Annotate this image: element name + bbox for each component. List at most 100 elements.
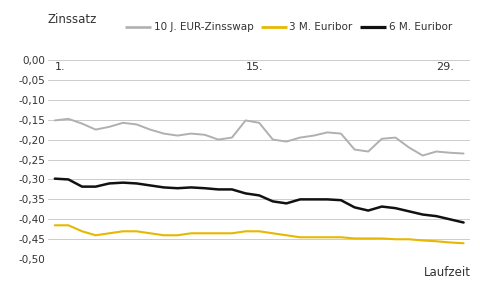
6 M. Euribor <box>420 213 426 216</box>
6 M. Euribor <box>147 184 153 187</box>
3 M. Euribor <box>297 236 303 239</box>
3 M. Euribor <box>352 237 358 240</box>
3 M. Euribor <box>243 230 249 233</box>
Text: 1.: 1. <box>55 62 65 72</box>
3 M. Euribor <box>270 232 276 235</box>
6 M. Euribor <box>447 218 453 221</box>
Text: 3 M. Euribor: 3 M. Euribor <box>289 22 353 32</box>
10 J. EUR-Zinsswap <box>338 132 344 135</box>
3 M. Euribor <box>52 223 58 227</box>
10 J. EUR-Zinsswap <box>311 134 317 137</box>
6 M. Euribor <box>175 187 180 190</box>
6 M. Euribor <box>406 210 412 213</box>
3 M. Euribor <box>120 230 126 233</box>
3 M. Euribor <box>406 238 412 241</box>
10 J. EUR-Zinsswap <box>393 136 398 139</box>
6 M. Euribor <box>338 198 344 202</box>
3 M. Euribor <box>447 241 453 244</box>
10 J. EUR-Zinsswap <box>256 121 262 124</box>
6 M. Euribor <box>461 221 467 224</box>
6 M. Euribor <box>107 182 112 185</box>
10 J. EUR-Zinsswap <box>420 154 426 157</box>
3 M. Euribor <box>311 236 317 239</box>
6 M. Euribor <box>256 194 262 197</box>
10 J. EUR-Zinsswap <box>120 121 126 124</box>
6 M. Euribor <box>79 185 85 188</box>
10 J. EUR-Zinsswap <box>433 150 439 153</box>
6 M. Euribor <box>188 186 194 189</box>
3 M. Euribor <box>107 232 112 235</box>
3 M. Euribor <box>66 223 72 227</box>
6 M. Euribor <box>433 214 439 218</box>
3 M. Euribor <box>420 239 426 242</box>
6 M. Euribor <box>66 178 72 181</box>
3 M. Euribor <box>134 230 140 233</box>
10 J. EUR-Zinsswap <box>134 123 140 126</box>
6 M. Euribor <box>161 186 167 189</box>
6 M. Euribor <box>93 185 98 188</box>
6 M. Euribor <box>216 188 221 191</box>
10 J. EUR-Zinsswap <box>243 119 249 122</box>
3 M. Euribor <box>338 236 344 239</box>
6 M. Euribor <box>229 188 235 191</box>
10 J. EUR-Zinsswap <box>406 146 412 149</box>
6 M. Euribor <box>120 181 126 184</box>
6 M. Euribor <box>311 198 317 201</box>
10 J. EUR-Zinsswap <box>216 138 221 141</box>
10 J. EUR-Zinsswap <box>229 136 235 139</box>
3 M. Euribor <box>379 237 384 240</box>
3 M. Euribor <box>147 232 153 235</box>
6 M. Euribor <box>324 198 330 201</box>
10 J. EUR-Zinsswap <box>461 152 467 155</box>
10 J. EUR-Zinsswap <box>66 117 72 121</box>
Text: 29.: 29. <box>436 62 454 72</box>
10 J. EUR-Zinsswap <box>447 151 453 154</box>
6 M. Euribor <box>202 187 207 190</box>
3 M. Euribor <box>188 232 194 235</box>
3 M. Euribor <box>216 232 221 235</box>
3 M. Euribor <box>175 234 180 237</box>
Text: Zinssatz: Zinssatz <box>48 13 97 26</box>
Text: 10 J. EUR-Zinsswap: 10 J. EUR-Zinsswap <box>154 22 253 32</box>
3 M. Euribor <box>93 234 98 237</box>
6 M. Euribor <box>52 177 58 180</box>
10 J. EUR-Zinsswap <box>79 122 85 125</box>
10 J. EUR-Zinsswap <box>188 132 194 135</box>
3 M. Euribor <box>256 230 262 233</box>
10 J. EUR-Zinsswap <box>52 119 58 122</box>
6 M. Euribor <box>297 198 303 201</box>
3 M. Euribor <box>284 234 289 237</box>
6 M. Euribor <box>393 206 398 210</box>
10 J. EUR-Zinsswap <box>107 125 112 128</box>
10 J. EUR-Zinsswap <box>147 128 153 131</box>
3 M. Euribor <box>433 240 439 243</box>
10 J. EUR-Zinsswap <box>379 137 384 141</box>
3 M. Euribor <box>393 238 398 241</box>
6 M. Euribor <box>134 182 140 185</box>
6 M. Euribor <box>379 205 384 208</box>
3 M. Euribor <box>202 232 207 235</box>
Line: 3 M. Euribor: 3 M. Euribor <box>55 225 464 243</box>
10 J. EUR-Zinsswap <box>270 138 276 141</box>
10 J. EUR-Zinsswap <box>202 133 207 137</box>
3 M. Euribor <box>161 234 167 237</box>
10 J. EUR-Zinsswap <box>352 148 358 151</box>
Line: 6 M. Euribor: 6 M. Euribor <box>55 179 464 223</box>
10 J. EUR-Zinsswap <box>365 150 371 153</box>
6 M. Euribor <box>352 206 358 209</box>
3 M. Euribor <box>461 242 467 245</box>
6 M. Euribor <box>284 202 289 205</box>
10 J. EUR-Zinsswap <box>297 136 303 139</box>
6 M. Euribor <box>270 200 276 203</box>
10 J. EUR-Zinsswap <box>175 134 180 137</box>
Text: Laufzeit: Laufzeit <box>423 266 470 279</box>
10 J. EUR-Zinsswap <box>324 131 330 134</box>
Line: 10 J. EUR-Zinsswap: 10 J. EUR-Zinsswap <box>55 119 464 156</box>
3 M. Euribor <box>324 236 330 239</box>
6 M. Euribor <box>365 209 371 212</box>
3 M. Euribor <box>79 230 85 233</box>
10 J. EUR-Zinsswap <box>284 140 289 143</box>
Text: 15.: 15. <box>246 62 263 72</box>
10 J. EUR-Zinsswap <box>161 132 167 135</box>
6 M. Euribor <box>243 192 249 195</box>
